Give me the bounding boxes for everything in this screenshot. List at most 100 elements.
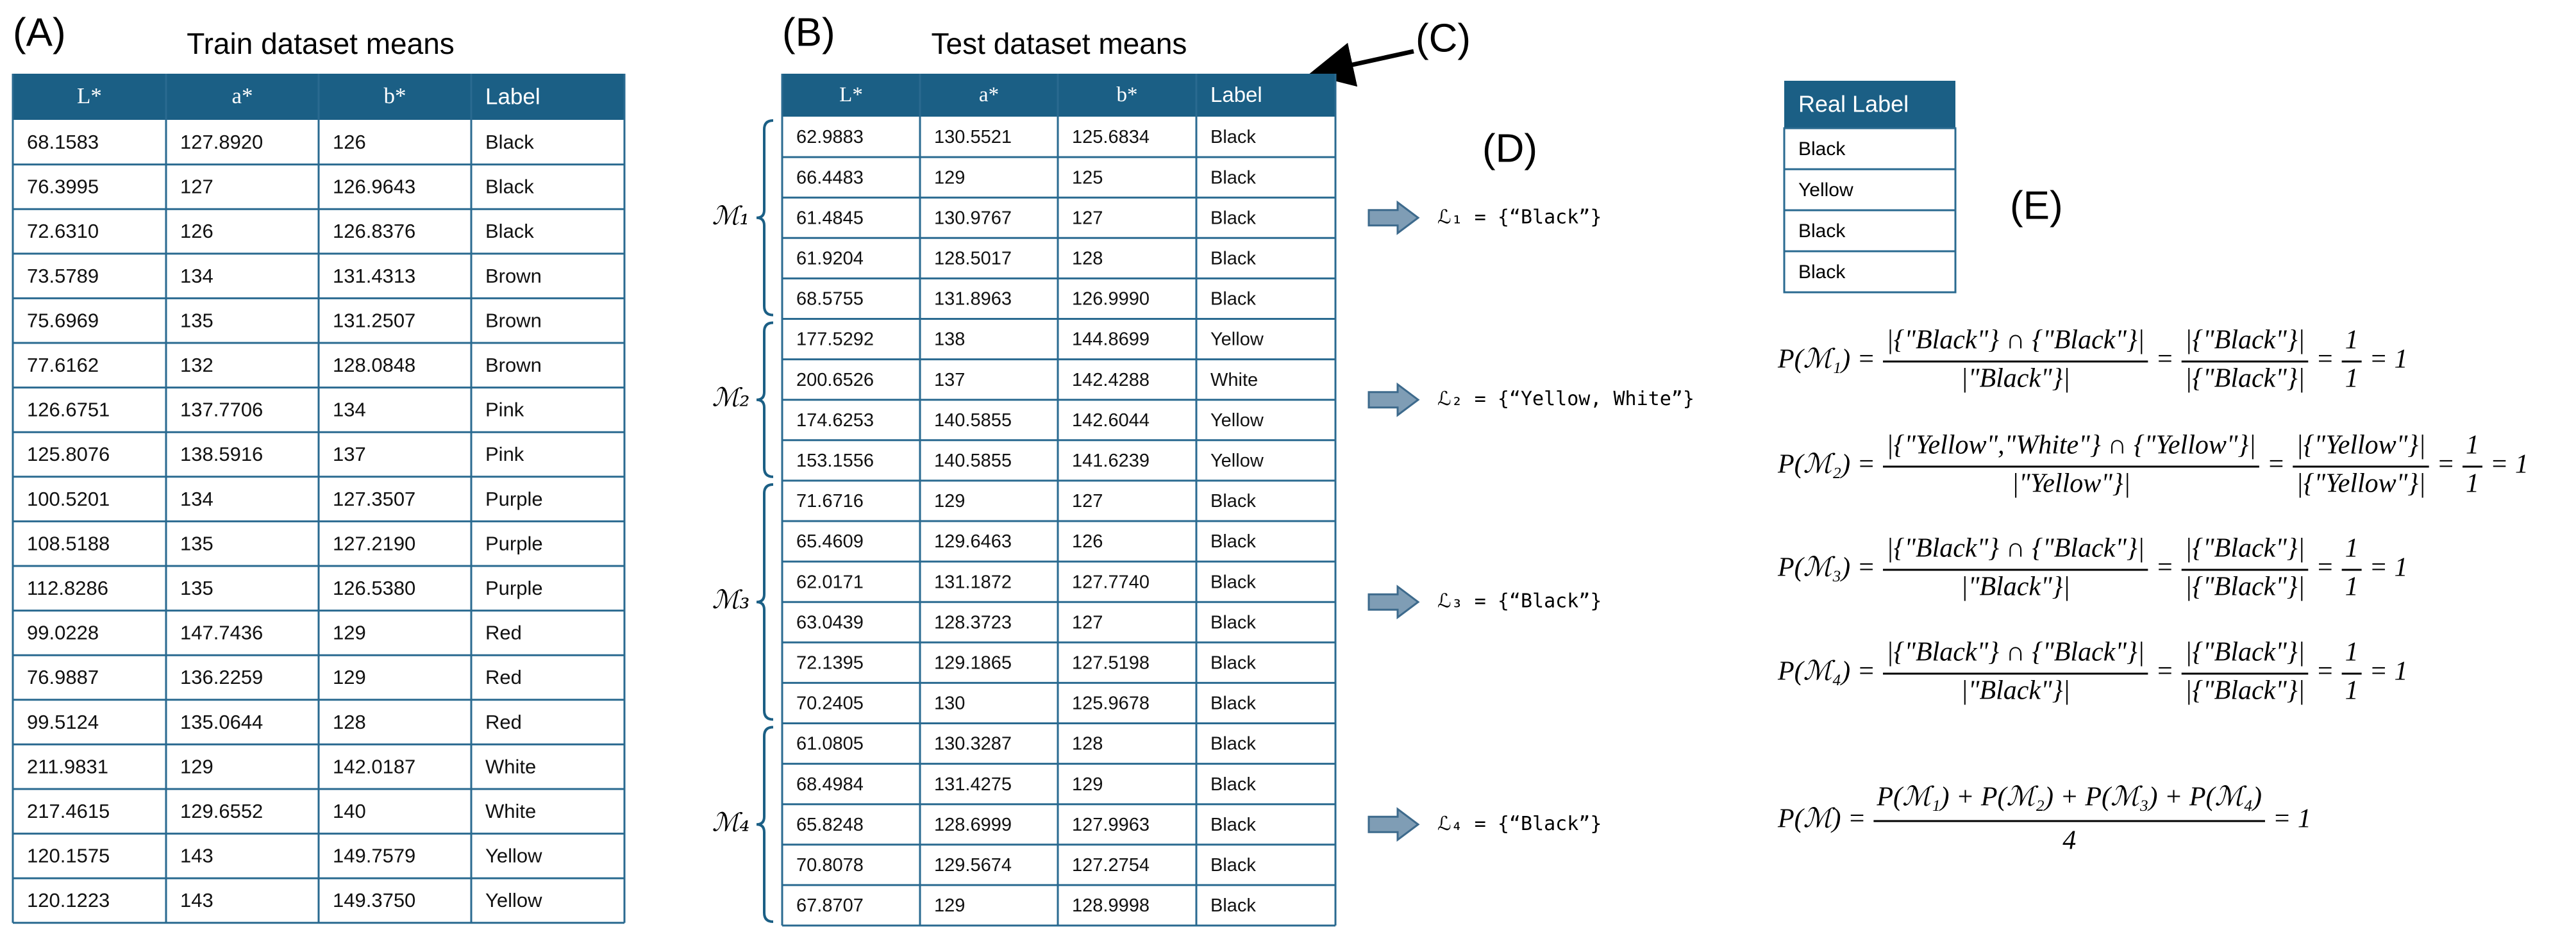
block-arrow	[1367, 807, 1420, 842]
cell: 129.6552	[180, 800, 263, 822]
cell: Yellow	[1210, 329, 1264, 350]
cell: Brown	[485, 309, 542, 331]
cell: Purple	[485, 577, 543, 599]
cell: 73.5789	[27, 265, 99, 287]
label-set: ℒ₄ = {“Black”}	[1437, 813, 1602, 835]
equation-text: =	[2155, 345, 2173, 374]
cell: 129	[333, 622, 366, 644]
cell: 137	[333, 443, 366, 465]
cell: Black	[485, 176, 534, 198]
cell: 131.1872	[934, 572, 1012, 592]
numerator: |{"Yellow"}|	[2296, 431, 2425, 460]
cell: 200.6526	[796, 370, 874, 390]
panel-label: (D)	[1482, 126, 1537, 170]
cell: 132	[180, 354, 213, 376]
cell: 72.6310	[27, 220, 99, 242]
cell: 127.2754	[1072, 855, 1150, 876]
cell: 138	[934, 329, 965, 350]
denominator: |"Yellow"}|	[2012, 469, 2131, 499]
cell: Black	[1210, 855, 1256, 876]
cell: 131.8963	[934, 289, 1012, 310]
cell: 137.7706	[180, 399, 263, 421]
cell: 135	[180, 577, 213, 599]
cell: 112.8286	[27, 577, 108, 599]
denominator: |"Black"}|	[1961, 676, 2070, 706]
cell: Black	[1210, 774, 1256, 795]
equation-text: =	[2155, 657, 2173, 686]
numerator: P(ℳ₁) + P(ℳ₂) + P(ℳ₃) + P(ℳ₄)	[1876, 783, 2262, 812]
group-brace	[756, 321, 774, 478]
cell: Black	[485, 220, 534, 242]
cell: Brown	[485, 265, 542, 287]
panel-label: (C)	[1416, 16, 1471, 60]
cell: 120.1223	[27, 889, 110, 911]
equation-text: =	[2267, 450, 2285, 479]
cell: 61.4845	[796, 208, 864, 228]
equation-text: P(ℳ₄) =	[1777, 657, 1875, 686]
cell: Black	[1210, 289, 1256, 310]
cell: 134	[180, 488, 213, 510]
cell: 68.4984	[796, 774, 864, 795]
panel-label: (A)	[13, 10, 66, 54]
panel-label: (E)	[2010, 183, 2063, 228]
cell: 136.2259	[180, 666, 263, 688]
block-arrow	[1367, 200, 1420, 235]
cell: 127.9963	[1072, 815, 1150, 835]
cell: Black	[1798, 138, 1846, 160]
column-header: a*	[231, 83, 253, 108]
cell: 177.5292	[796, 329, 874, 350]
denominator: |{"Yellow"}|	[2296, 469, 2425, 499]
cell: 129.1865	[934, 653, 1012, 674]
cell: 134	[333, 399, 366, 421]
cell: 65.4609	[796, 531, 864, 552]
group-label: ℳ₂	[712, 383, 750, 413]
cell: 131.4313	[333, 265, 415, 287]
cell: 138.5916	[180, 443, 263, 465]
equation-text: P(ℳ₂) =	[1777, 450, 1875, 479]
cell: 127	[1072, 208, 1103, 228]
cell: Black	[1210, 734, 1256, 754]
cell: 129.6463	[934, 531, 1012, 552]
cell: 149.7579	[333, 845, 415, 867]
equation-text: = 1	[2490, 450, 2529, 479]
numerator: |{"Black"} ∩ {"Black"}|	[1886, 534, 2145, 563]
equation: P(ℳ₄) = |{"Black"} ∩ {"Black"}| |"Black"}|…	[1777, 638, 2407, 706]
column-header: L*	[77, 83, 102, 108]
cell: 67.8707	[796, 895, 864, 916]
cell: 126.9990	[1072, 289, 1150, 310]
denominator: 4	[2062, 826, 2076, 856]
equation-text: =	[2316, 345, 2334, 374]
cell: 68.1583	[27, 131, 99, 153]
cell: Black	[1210, 815, 1256, 835]
block-arrow	[1367, 382, 1420, 417]
equation-text: = 1	[2370, 553, 2408, 583]
cell: Yellow	[1210, 451, 1264, 471]
cell: 143	[180, 889, 213, 911]
cell: 127.5198	[1072, 653, 1150, 674]
cell: 128	[1072, 249, 1103, 269]
cell: Red	[485, 666, 522, 688]
cell: 127.2190	[333, 532, 415, 554]
cell: 61.0805	[796, 734, 864, 754]
cell: Red	[485, 711, 522, 733]
cell: 127	[1072, 491, 1103, 511]
cell: 128	[1072, 734, 1103, 754]
cell-box	[1783, 250, 1957, 294]
equation-text: = 1	[2370, 657, 2408, 686]
cell: 128.0848	[333, 354, 415, 376]
cell: 99.5124	[27, 711, 99, 733]
equation: P(ℳ₂) = |{"Yellow","White"} ∩ {"Yellow"}|…	[1777, 431, 2529, 499]
denominator: 1	[2466, 469, 2479, 499]
cell: 76.9887	[27, 666, 99, 688]
cell: 129.5674	[934, 855, 1012, 876]
denominator: |"Black"}|	[1961, 572, 2070, 602]
cell: Black	[1210, 249, 1256, 269]
equation-text: =	[2155, 553, 2173, 583]
cell: Yellow	[1798, 179, 1853, 201]
cell: 125.6834	[1072, 127, 1150, 147]
equation: P(ℳ₁) = |{"Black"} ∩ {"Black"}| |"Black"}|…	[1777, 326, 2407, 394]
cell: 129	[934, 167, 965, 188]
cell: 100.5201	[27, 488, 110, 510]
cell: 129	[333, 666, 366, 688]
cell: 126.8376	[333, 220, 415, 242]
